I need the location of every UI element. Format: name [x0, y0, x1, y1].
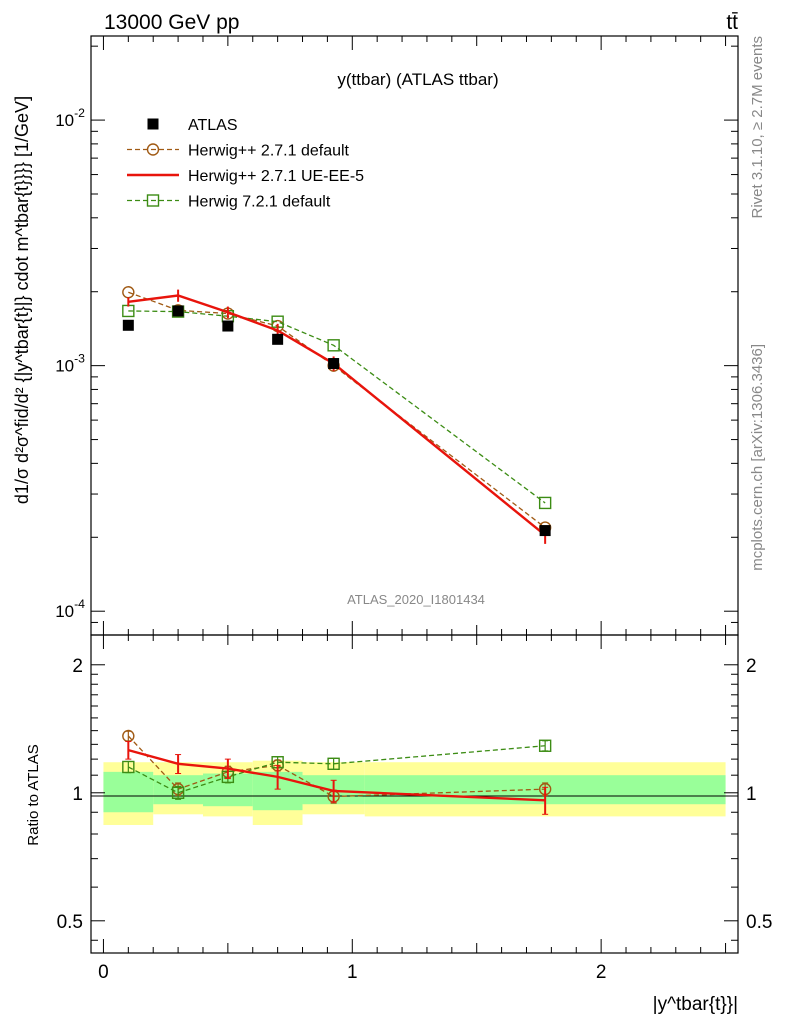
ratio-y-tick-label: 0.5 [57, 912, 83, 933]
rivet-side-label: Rivet 3.1.10, ≥ 2.7M events [749, 36, 766, 219]
main-y-axis-label: d1/σ d²σ^fid/d² {|y^tbar{t}|} cdot m^tba… [12, 96, 32, 504]
data-point-h721def [538, 496, 552, 510]
main-panel: y(ttbar) (ATLAS ttbar) ATLAS_2020_I18014… [12, 35, 739, 636]
legend-label-h721def: Herwig 7.2.1 default [188, 194, 331, 211]
legend-item-h271ue: Herwig++ 2.7.1 UE-EE-5 [127, 168, 364, 185]
main-plot-title: y(ttbar) (ATLAS ttbar) [337, 70, 498, 89]
ratio-frame [90, 634, 739, 954]
legend-item-h721def: Herwig 7.2.1 default [127, 194, 331, 211]
legend-item-atlas: ATLAS [147, 117, 238, 134]
series-line-h721def [128, 310, 546, 504]
ratio-point-h721def [327, 757, 340, 770]
data-point-h721def [327, 339, 340, 352]
data-point-atlas [328, 358, 340, 370]
data-point-atlas [222, 320, 234, 332]
header-right: tt̄ [726, 11, 738, 34]
main-y-tick-label: 10-3 [55, 352, 85, 376]
ratio-line-h271def [127, 735, 546, 798]
legend-marker-h721def [146, 194, 160, 207]
legend-marker-h271def [146, 143, 160, 156]
series-line-h271def [128, 291, 546, 529]
ratio-point-h721def [171, 786, 185, 799]
data-point-atlas [272, 333, 284, 345]
series-line-h271ue [128, 294, 546, 537]
legend-item-h271def: Herwig++ 2.7.1 default [127, 143, 350, 160]
legend: ATLAS Herwig++ 2.7.1 default Herwig++ 2.7.… [127, 117, 364, 211]
legend-label-h271def: Herwig++ 2.7.1 default [188, 143, 350, 160]
ratio-point-h721def [538, 739, 552, 752]
x-tick-label: 2 [596, 962, 607, 983]
data-point-atlas [122, 319, 134, 331]
data-point-atlas [172, 305, 184, 317]
x-tick-label: 0 [98, 962, 109, 983]
header-left: 13000 GeV pp [104, 11, 239, 34]
x-tick-label: 1 [347, 962, 358, 983]
ratio-y-tick-label: 1 [72, 784, 83, 805]
ratio-y-tick-label-right: 0.5 [746, 912, 772, 933]
ratio-line-h271ue [128, 748, 546, 802]
mcplots-side-label: mcplots.cern.ch [arXiv:1306.3436] [749, 344, 766, 571]
ratio-panel: 0.5 0.5 1 1 2 2 0 1 2 Ratio to ATLAS |y^tbar{t}}… [25, 634, 772, 1015]
ratio-y-tick-label-right: 2 [746, 656, 757, 677]
legend-marker-atlas [147, 118, 159, 130]
analysis-watermark: ATLAS_2020_I1801434 [347, 592, 485, 607]
ratio-point-h721def [122, 760, 135, 774]
x-axis-label: |y^tbar{t}}| [653, 994, 738, 1015]
ratio-y-axis-label: Ratio to ATLAS [25, 744, 42, 845]
ratio-line-h721def [128, 745, 546, 794]
stat-uncertainty-band [103, 771, 154, 813]
data-point-atlas [539, 525, 551, 537]
main-y-tick-label: 10-4 [55, 597, 85, 621]
legend-label-h271ue: Herwig++ 2.7.1 UE-EE-5 [188, 168, 364, 185]
ratio-y-tick-label-right: 1 [746, 784, 757, 805]
ratio-y-tick-label: 2 [72, 656, 83, 677]
legend-label-atlas: ATLAS [188, 117, 238, 134]
main-y-tick-label: 10-2 [55, 106, 85, 130]
